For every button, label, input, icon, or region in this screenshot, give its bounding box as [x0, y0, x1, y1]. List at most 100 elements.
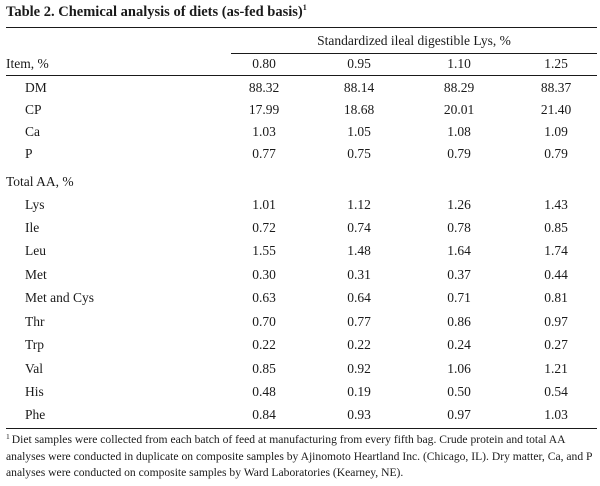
spanner-rule: [231, 53, 597, 54]
cell-value: 1.55: [252, 243, 276, 258]
cell-value: 0.19: [347, 384, 371, 399]
row-label: Ile: [25, 220, 40, 235]
cell-value: 0.77: [252, 146, 276, 161]
section-header-row: Total AA, %: [0, 171, 600, 193]
cell-value: 0.71: [447, 290, 471, 305]
cell-value: 1.43: [544, 197, 568, 212]
cell-value: 0.31: [347, 267, 371, 282]
row-label: Thr: [25, 314, 45, 329]
table-footnote: 1 Diet samples were collected from each b…: [6, 429, 596, 482]
cell-value: 88.14: [343, 80, 375, 95]
cell-value: 0.48: [252, 384, 276, 399]
table-row: Ca 1.03 1.05 1.08 1.09: [0, 121, 600, 143]
cell-value: 0.72: [252, 220, 276, 235]
table-row: Lys 1.01 1.12 1.26 1.43: [0, 194, 600, 216]
cell-value: 1.03: [544, 407, 568, 422]
row-label: P: [25, 146, 33, 161]
cell-value: 0.79: [447, 146, 471, 161]
cell-value: 0.78: [447, 220, 471, 235]
cell-value: 0.63: [252, 290, 276, 305]
cell-value: 1.21: [544, 361, 568, 376]
section-label: Total AA, %: [6, 174, 74, 189]
cell-value: 0.85: [252, 361, 276, 376]
cell-value: 20.01: [443, 102, 475, 117]
table-row: Leu 1.55 1.48 1.64 1.74: [0, 240, 600, 262]
table-row: Ile 0.72 0.74 0.78 0.85: [0, 217, 600, 239]
row-label: Lys: [25, 197, 45, 212]
cell-value: 0.86: [447, 314, 471, 329]
cell-value: 0.44: [544, 267, 568, 282]
table-row: Met and Cys 0.63 0.64 0.71 0.81: [0, 287, 600, 309]
cell-value: 0.24: [447, 337, 471, 352]
header-rule: [6, 75, 597, 76]
cell-value: 0.85: [544, 220, 568, 235]
cell-value: 1.74: [544, 243, 568, 258]
cell-value: 0.22: [347, 337, 371, 352]
table-row: DM 88.32 88.14 88.29 88.37: [0, 77, 600, 99]
row-label: Leu: [25, 243, 46, 258]
cell-value: 0.92: [347, 361, 371, 376]
row-label: Ca: [25, 124, 40, 139]
row-label: His: [25, 384, 44, 399]
title-footnote-mark: 1: [302, 3, 307, 12]
cell-value: 17.99: [248, 102, 280, 117]
cell-value: 1.08: [447, 124, 471, 139]
cell-value: 0.97: [447, 407, 471, 422]
cell-value: 0.37: [447, 267, 471, 282]
cell-value: 0.97: [544, 314, 568, 329]
cell-value: 1.05: [347, 124, 371, 139]
row-label: Val: [25, 361, 43, 376]
cell-value: 88.32: [248, 80, 280, 95]
table-row: His 0.48 0.19 0.50 0.54: [0, 381, 600, 403]
cell-value: 0.64: [347, 290, 371, 305]
cell-value: 88.37: [540, 80, 572, 95]
table-row: Trp 0.22 0.22 0.24 0.27: [0, 334, 600, 356]
cell-value: 0.75: [347, 146, 371, 161]
cell-value: 0.54: [544, 384, 568, 399]
row-label: Met: [25, 267, 47, 282]
cell-value: 0.77: [347, 314, 371, 329]
row-label: DM: [25, 80, 47, 95]
bottom-rule: [6, 428, 597, 429]
cell-value: 88.29: [443, 80, 475, 95]
table-title-text: Table 2. Chemical analysis of diets (as-…: [6, 4, 303, 20]
cell-value: 0.84: [252, 407, 276, 422]
stub-header: Item, %: [6, 56, 49, 71]
cell-value: 1.64: [447, 243, 471, 258]
cell-value: 0.50: [447, 384, 471, 399]
top-rule: [6, 27, 597, 28]
table-row: Met 0.30 0.31 0.37 0.44: [0, 264, 600, 286]
row-label: Phe: [25, 407, 46, 422]
cell-value: 1.48: [347, 243, 371, 258]
column-header: 0.80: [252, 56, 276, 71]
cell-value: 0.22: [252, 337, 276, 352]
cell-value: 1.26: [447, 197, 471, 212]
cell-value: 21.40: [540, 102, 572, 117]
table-row: Val 0.85 0.92 1.06 1.21: [0, 358, 600, 380]
cell-value: 1.06: [447, 361, 471, 376]
cell-value: 0.70: [252, 314, 276, 329]
table-row: Thr 0.70 0.77 0.86 0.97: [0, 311, 600, 333]
table-row: CP 17.99 18.68 20.01 21.40: [0, 99, 600, 121]
footnote-mark: 1: [6, 432, 10, 441]
column-spanner-header: Standardized ileal digestible Lys, %: [317, 33, 511, 48]
table-title: Table 2. Chemical analysis of diets (as-…: [6, 3, 307, 21]
row-label: Met and Cys: [25, 290, 94, 305]
table-row: P 0.77 0.75 0.79 0.79: [0, 143, 600, 165]
column-header: 1.25: [544, 56, 568, 71]
cell-value: 1.03: [252, 124, 276, 139]
cell-value: 0.79: [544, 146, 568, 161]
column-header-row: Item, % 0.80 0.95 1.10 1.25: [0, 53, 600, 75]
table-row: Phe 0.84 0.93 0.97 1.03: [0, 404, 600, 426]
cell-value: 0.74: [347, 220, 371, 235]
cell-value: 0.81: [544, 290, 568, 305]
column-header: 0.95: [347, 56, 371, 71]
cell-value: 0.27: [544, 337, 568, 352]
cell-value: 1.01: [252, 197, 276, 212]
cell-value: 18.68: [343, 102, 375, 117]
row-label: Trp: [25, 337, 45, 352]
cell-value: 1.09: [544, 124, 568, 139]
cell-value: 0.93: [347, 407, 371, 422]
row-label: CP: [25, 102, 42, 117]
